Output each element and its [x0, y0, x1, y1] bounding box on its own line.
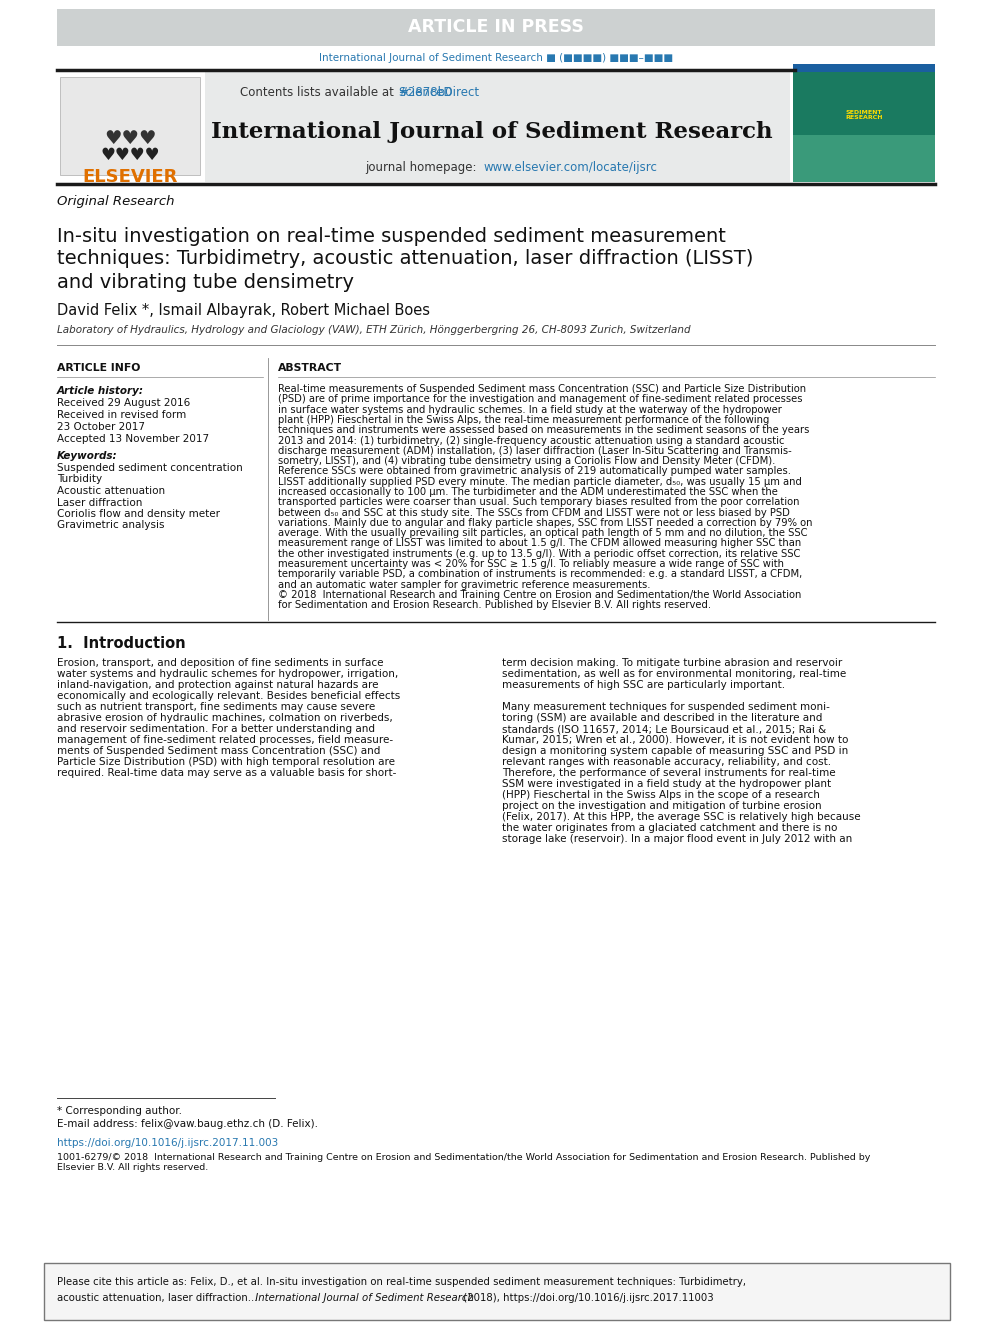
Text: economically and ecologically relevant. Besides beneficial effects: economically and ecologically relevant. … [57, 691, 400, 701]
Text: Many measurement techniques for suspended sediment moni-: Many measurement techniques for suspende… [502, 703, 830, 712]
Text: such as nutrient transport, fine sediments may cause severe: such as nutrient transport, fine sedimen… [57, 703, 375, 712]
Text: International Journal of Sediment Research ■ (■■■■) ■■■–■■■: International Journal of Sediment Resear… [319, 53, 673, 64]
Text: techniques: Turbidimetry, acoustic attenuation, laser diffraction (LISST): techniques: Turbidimetry, acoustic atten… [57, 250, 753, 269]
Text: Coriolis flow and density meter: Coriolis flow and density meter [57, 509, 220, 519]
Text: required. Real-time data may serve as a valuable basis for short-: required. Real-time data may serve as a … [57, 767, 397, 778]
Text: ScienceDirect: ScienceDirect [398, 86, 479, 98]
Text: Article history:: Article history: [57, 386, 144, 396]
Text: and an automatic water sampler for gravimetric reference measurements.: and an automatic water sampler for gravi… [278, 579, 651, 590]
Text: * Corresponding author.: * Corresponding author. [57, 1106, 182, 1117]
Text: ♥♥♥♥: ♥♥♥♥ [100, 146, 160, 164]
Text: in surface water systems and hydraulic schemes. In a field study at the waterway: in surface water systems and hydraulic s… [278, 405, 782, 414]
Bar [44, 1263, 950, 1320]
Text: Received 29 August 2016: Received 29 August 2016 [57, 398, 190, 407]
Text: (2018), https://doi.org/10.1016/j.ijsrc.2017.11003: (2018), https://doi.org/10.1016/j.ijsrc.… [460, 1293, 713, 1303]
Text: toring (SSM) are available and described in the literature and: toring (SSM) are available and described… [502, 713, 822, 722]
Text: Suspended sediment concentration: Suspended sediment concentration [57, 463, 243, 474]
Text: 2013 and 2014: (1) turbidimetry, (2) single-frequency acoustic attenuation using: 2013 and 2014: (1) turbidimetry, (2) sin… [278, 435, 785, 446]
Text: International Journal of Sediment Research: International Journal of Sediment Resear… [252, 1293, 474, 1303]
Text: Erosion, transport, and deposition of fine sediments in surface: Erosion, transport, and deposition of fi… [57, 658, 384, 668]
Text: discharge measurement (ADM) installation, (3) laser diffraction (Laser In-Situ S: discharge measurement (ADM) installation… [278, 446, 792, 456]
Text: the other investigated instruments (e.g. up to 13.5 g/l). With a periodic offset: the other investigated instruments (e.g.… [278, 549, 801, 558]
Text: and vibrating tube densimetry: and vibrating tube densimetry [57, 273, 354, 291]
Text: the water originates from a glaciated catchment and there is no: the water originates from a glaciated ca… [502, 823, 837, 833]
Text: David Felix *, Ismail Albayrak, Robert Michael Boes: David Felix *, Ismail Albayrak, Robert M… [57, 303, 430, 318]
Text: ARTICLE INFO: ARTICLE INFO [57, 363, 141, 373]
Text: storage lake (reservoir). In a major flood event in July 2012 with an: storage lake (reservoir). In a major flo… [502, 833, 852, 844]
Text: Gravimetric analysis: Gravimetric analysis [57, 520, 165, 531]
Text: www.elsevier.com/locate/ijsrc: www.elsevier.com/locate/ijsrc [483, 161, 657, 175]
Bar [793, 70, 935, 135]
Text: techniques and instruments were assessed based on measurements in the sediment s: techniques and instruments were assessed… [278, 425, 809, 435]
Text: © 2018  International Research and Training Centre on Erosion and Sedimentation/: © 2018 International Research and Traini… [278, 590, 802, 601]
Bar [205, 70, 790, 183]
Text: variations. Mainly due to angular and flaky particle shapes, SSC from LISST need: variations. Mainly due to angular and fl… [278, 517, 812, 528]
Text: SEDIMENT
RESEARCH: SEDIMENT RESEARCH [845, 110, 883, 120]
Text: ments of Suspended Sediment mass Concentration (SSC) and: ments of Suspended Sediment mass Concent… [57, 746, 380, 755]
Text: Reference SSCs were obtained from gravimetric analysis of 219 automatically pump: Reference SSCs were obtained from gravim… [278, 467, 791, 476]
Text: Acoustic attenuation: Acoustic attenuation [57, 486, 165, 496]
Text: https://doi.org/10.1016/j.ijsrc.2017.11.003: https://doi.org/10.1016/j.ijsrc.2017.11.… [57, 1138, 278, 1148]
Text: average. With the usually prevailing silt particles, an optical path length of 5: average. With the usually prevailing sil… [278, 528, 807, 538]
Text: ARTICLE IN PRESS: ARTICLE IN PRESS [408, 19, 584, 36]
Text: acoustic attenuation, laser diffraction...: acoustic attenuation, laser diffraction.… [57, 1293, 261, 1303]
Text: and reservoir sedimentation. For a better understanding and: and reservoir sedimentation. For a bette… [57, 724, 375, 734]
Text: inland-navigation, and protection against natural hazards are: inland-navigation, and protection agains… [57, 680, 379, 691]
Text: relevant ranges with reasonable accuracy, reliability, and cost.: relevant ranges with reasonable accuracy… [502, 757, 831, 767]
Bar [57, 70, 205, 183]
Text: Original Research: Original Research [57, 196, 175, 209]
Text: (HPP) Fieschertal in the Swiss Alps in the scope of a research: (HPP) Fieschertal in the Swiss Alps in t… [502, 790, 819, 800]
Text: plant (HPP) Fieschertal in the Swiss Alps, the real-time measurement performance: plant (HPP) Fieschertal in the Swiss Alp… [278, 415, 770, 425]
Text: Laser diffraction: Laser diffraction [57, 497, 143, 508]
Text: abrasive erosion of hydraulic machines, colmation on riverbeds,: abrasive erosion of hydraulic machines, … [57, 713, 393, 722]
Text: measurement range of LISST was limited to about 1.5 g/l. The CFDM allowed measur: measurement range of LISST was limited t… [278, 538, 802, 549]
Text: 1.  Introduction: 1. Introduction [57, 635, 186, 651]
Text: Keywords:: Keywords: [57, 451, 118, 460]
Bar [60, 77, 200, 175]
Text: Received in revised form: Received in revised form [57, 410, 186, 419]
Text: Particle Size Distribution (PSD) with high temporal resolution are: Particle Size Distribution (PSD) with hi… [57, 757, 395, 767]
Text: increased occasionally to 100 μm. The turbidimeter and the ADM underestimated th: increased occasionally to 100 μm. The tu… [278, 487, 778, 497]
Text: design a monitoring system capable of measuring SSC and PSD in: design a monitoring system capable of me… [502, 746, 848, 755]
Text: In-situ investigation on real-time suspended sediment measurement: In-situ investigation on real-time suspe… [57, 226, 726, 246]
Text: water systems and hydraulic schemes for hydropower, irrigation,: water systems and hydraulic schemes for … [57, 669, 398, 679]
Text: transported particles were coarser than usual. Such temporary biases resulted fr: transported particles were coarser than … [278, 497, 800, 507]
Bar [793, 70, 935, 183]
Text: Elsevier B.V. All rights reserved.: Elsevier B.V. All rights reserved. [57, 1163, 208, 1172]
Text: Accepted 13 November 2017: Accepted 13 November 2017 [57, 434, 209, 445]
Bar [793, 64, 935, 71]
Text: Laboratory of Hydraulics, Hydrology and Glaciology (VAW), ETH Zürich, Hönggerber: Laboratory of Hydraulics, Hydrology and … [57, 325, 690, 335]
Text: (Felix, 2017). At this HPP, the average SSC is relatively high because: (Felix, 2017). At this HPP, the average … [502, 812, 861, 822]
Text: sometry, LISST), and (4) vibrating tube densimetry using a Coriolis Flow and Den: sometry, LISST), and (4) vibrating tube … [278, 456, 776, 466]
Text: ♥♥♥: ♥♥♥ [104, 128, 157, 147]
Bar [57, 9, 935, 46]
Text: LISST additionally supplied PSD every minute. The median particle diameter, d₅₀,: LISST additionally supplied PSD every mi… [278, 476, 802, 487]
Text: Please cite this article as: Felix, D., et al. In-situ investigation on real-tim: Please cite this article as: Felix, D., … [57, 1277, 746, 1287]
Text: Turbidity: Turbidity [57, 475, 102, 484]
Text: 1001-6279/© 2018  International Research and Training Centre on Erosion and Sedi: 1001-6279/© 2018 International Research … [57, 1152, 870, 1162]
Text: temporarily variable PSD, a combination of instruments is recommended: e.g. a st: temporarily variable PSD, a combination … [278, 569, 803, 579]
Text: between d₅₀ and SSC at this study site. The SSCs from CFDM and LISST were not or: between d₅₀ and SSC at this study site. … [278, 508, 790, 517]
Text: ABSTRACT: ABSTRACT [278, 363, 342, 373]
Text: ELSEVIER: ELSEVIER [82, 168, 178, 187]
Text: term decision making. To mitigate turbine abrasion and reservoir: term decision making. To mitigate turbin… [502, 658, 842, 668]
Text: for Sedimentation and Erosion Research. Published by Elsevier B.V. All rights re: for Sedimentation and Erosion Research. … [278, 601, 711, 610]
Text: Kumar, 2015; Wren et al., 2000). However, it is not evident how to: Kumar, 2015; Wren et al., 2000). However… [502, 736, 848, 745]
Text: E-mail address: felix@vaw.baug.ethz.ch (D. Felix).: E-mail address: felix@vaw.baug.ethz.ch (… [57, 1119, 318, 1129]
Text: project on the investigation and mitigation of turbine erosion: project on the investigation and mitigat… [502, 800, 821, 811]
Text: International Journal of Sediment Research: International Journal of Sediment Resear… [211, 120, 773, 143]
Text: Real-time measurements of Suspended Sediment mass Concentration (SSC) and Partic: Real-time measurements of Suspended Sedi… [278, 384, 806, 394]
Text: (PSD) are of prime importance for the investigation and management of fine-sedim: (PSD) are of prime importance for the in… [278, 394, 803, 405]
Text: SSM were investigated in a field study at the hydropower plant: SSM were investigated in a field study a… [502, 779, 831, 789]
Text: sedimentation, as well as for environmental monitoring, real-time: sedimentation, as well as for environmen… [502, 669, 846, 679]
Text: standards (ISO 11657, 2014; Le Boursicaud et al., 2015; Rai &: standards (ISO 11657, 2014; Le Boursicau… [502, 724, 826, 734]
Text: 23 October 2017: 23 October 2017 [57, 422, 145, 433]
Text: Therefore, the performance of several instruments for real-time: Therefore, the performance of several in… [502, 767, 835, 778]
Text: Contents lists available at: Contents lists available at [240, 86, 398, 98]
Text: measurement uncertainty was < 20% for SSC ≥ 1.5 g/l. To reliably measure a wide : measurement uncertainty was < 20% for SS… [278, 560, 784, 569]
Text: #2878b0: #2878b0 [398, 86, 452, 98]
Text: management of fine-sediment related processes, field measure-: management of fine-sediment related proc… [57, 736, 393, 745]
Text: journal homepage:: journal homepage: [365, 161, 480, 175]
Text: measurements of high SSC are particularly important.: measurements of high SSC are particularl… [502, 680, 785, 691]
